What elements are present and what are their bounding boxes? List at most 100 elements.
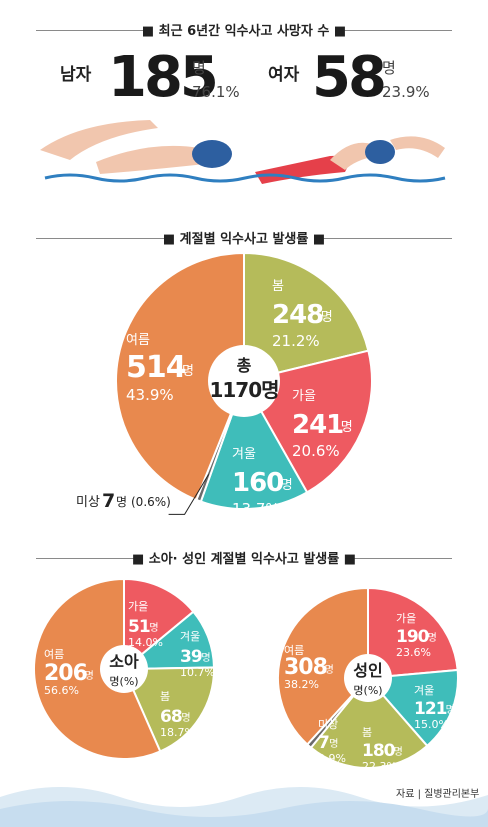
pie1-center-sub: 명(%) <box>109 675 138 688</box>
pie1-unit-3: 명 <box>85 670 94 682</box>
title-rule-right <box>354 558 452 559</box>
pie0-unit-1: 명 <box>341 420 353 435</box>
pie0-pct-0: 21.2% <box>272 332 320 350</box>
male-swim-cap-icon <box>192 140 232 168</box>
season-title-text: ■ 계절별 익수사고 발생률 ■ <box>162 232 326 247</box>
male-swimmer-body <box>96 145 205 174</box>
pie2-label-3: 미상 <box>318 718 338 731</box>
pie1-pct-0: 14.0% <box>128 636 163 649</box>
title-rule-right <box>322 238 452 239</box>
pie0-unit-2: 명 <box>281 478 293 493</box>
female-swimmer-body <box>330 142 376 170</box>
pie0-unit-3: 명 <box>116 495 127 509</box>
pie2-value-0: 190 <box>396 627 430 647</box>
pie1-unit-1: 명 <box>201 652 210 664</box>
pie0-value-3: 7 <box>102 490 115 512</box>
title-rule-left <box>36 238 166 239</box>
pie1-label-1: 겨울 <box>180 630 200 643</box>
pie2-value-1: 121 <box>414 699 447 719</box>
pie2-value-3: 7 <box>318 733 329 753</box>
pie0-label-1: 가을 <box>292 389 316 404</box>
child-adult-section-title: ■ 소아· 성인 계절별 익수사고 발생률 ■ <box>0 548 488 568</box>
pie0-value-0: 248 <box>272 300 323 330</box>
swimmers-illustration <box>40 120 446 184</box>
male-count: 185 <box>108 45 219 110</box>
deaths-section-title: ■ 최근 6년간 익수사고 사망자 수 ■ <box>0 20 488 40</box>
pie2-center <box>344 654 392 702</box>
source-credit: 자료 | 질병관리본부 <box>396 789 480 800</box>
pie0-center-label: 총 <box>237 356 252 375</box>
male-unit: 명 <box>192 59 206 77</box>
pie2-label-2: 봄 <box>362 726 372 739</box>
pie0-slice-4 <box>115 251 245 502</box>
pie2-unit-0: 명 <box>428 632 437 644</box>
pie2-slice-0 <box>367 586 459 680</box>
pie1-value-0: 51 <box>128 617 150 637</box>
pie0-label-3: 미상 <box>76 495 100 510</box>
female-swimsuit <box>255 155 350 184</box>
pie0-value-2: 160 <box>232 468 283 498</box>
bottom-wave-decoration <box>0 787 488 827</box>
pie0-label-0: 봄 <box>272 279 284 294</box>
pie2-pct-3: 0.9% <box>318 752 346 765</box>
pie0-slice-0 <box>243 251 370 383</box>
male-pct: 76.1% <box>192 83 240 101</box>
pie1-slice-2 <box>122 666 215 753</box>
pie1-label-2: 봄 <box>160 690 170 703</box>
deaths-title-text: ■ 최근 6년간 익수사고 사망자 수 ■ <box>141 24 347 39</box>
pie1-slice-3 <box>33 577 162 760</box>
season-section-title: ■ 계절별 익수사고 발생률 ■ <box>0 228 488 248</box>
pie1-unit-2: 명 <box>181 712 190 724</box>
pie1-pct-3: 56.6% <box>44 684 79 697</box>
female-unit: 명 <box>382 59 396 77</box>
pie2-pct-4: 38.2% <box>284 678 319 691</box>
female-count: 58 <box>312 45 387 110</box>
pie1-label-3: 여름 <box>44 648 64 661</box>
child-adult-title-text: ■ 소아· 성인 계절별 익수사고 발생률 ■ <box>131 552 357 567</box>
pie0-slice-2 <box>199 378 309 510</box>
pie1-value-3: 206 <box>44 661 88 686</box>
pie0-pct-3: (0.6%) <box>131 495 171 509</box>
pie2-center-label: 성인 <box>353 661 382 680</box>
pie0-pct-1: 20.6% <box>292 442 340 460</box>
pie0-pct-2: 13.7% <box>232 500 280 518</box>
male-label: 남자 <box>60 65 92 85</box>
pie1-label-0: 가을 <box>128 600 148 613</box>
wave-front <box>0 801 488 827</box>
title-rule-left <box>36 558 134 559</box>
pie1-pct-2: 18.7% <box>160 726 195 739</box>
pie0-center <box>208 345 280 417</box>
pie2-unit-1: 명 <box>446 704 455 716</box>
pie2-pct-2: 22.3% <box>362 760 397 773</box>
female-swim-cap-icon <box>365 140 395 164</box>
title-rule-left <box>36 30 144 31</box>
female-swimmer-arm <box>390 136 445 158</box>
pie2-value-2: 180 <box>362 741 396 761</box>
female-pct: 23.9% <box>382 83 430 101</box>
pie2-slice-1 <box>365 668 459 748</box>
pie2-unit-2: 명 <box>394 746 403 758</box>
pie0-pct-4: 43.9% <box>126 386 174 404</box>
pie1-center <box>100 645 148 693</box>
pie0-value-4: 514 <box>126 350 186 385</box>
pie2-label-4: 여름 <box>284 644 304 657</box>
pie0-unknown-leader-line <box>168 474 210 515</box>
pie0-unit-4: 명 <box>182 364 194 379</box>
pie2-pct-0: 23.6% <box>396 646 431 659</box>
pie0-label-2: 겨울 <box>232 447 256 462</box>
pie1-center-label: 소아 <box>109 652 139 671</box>
pie1-slice-0 <box>123 577 195 672</box>
pie1-value-1: 39 <box>180 647 202 667</box>
pie0-unit-0: 명 <box>321 310 333 325</box>
male-swimmer-arm <box>40 120 158 160</box>
pie2-center-sub: 명(%) <box>353 684 382 697</box>
pie1-pct-1: 10.7% <box>180 666 215 679</box>
pie0-label-4: 여름 <box>126 333 150 348</box>
pie2-slice-4 <box>277 586 369 746</box>
pie0-center-value: 1170명 <box>209 378 278 402</box>
pie2-pct-1: 15.0% <box>414 718 449 731</box>
pie1-unit-0: 명 <box>149 622 158 634</box>
pie2-label-1: 겨울 <box>414 684 434 697</box>
pie0-value-1: 241 <box>292 410 343 440</box>
